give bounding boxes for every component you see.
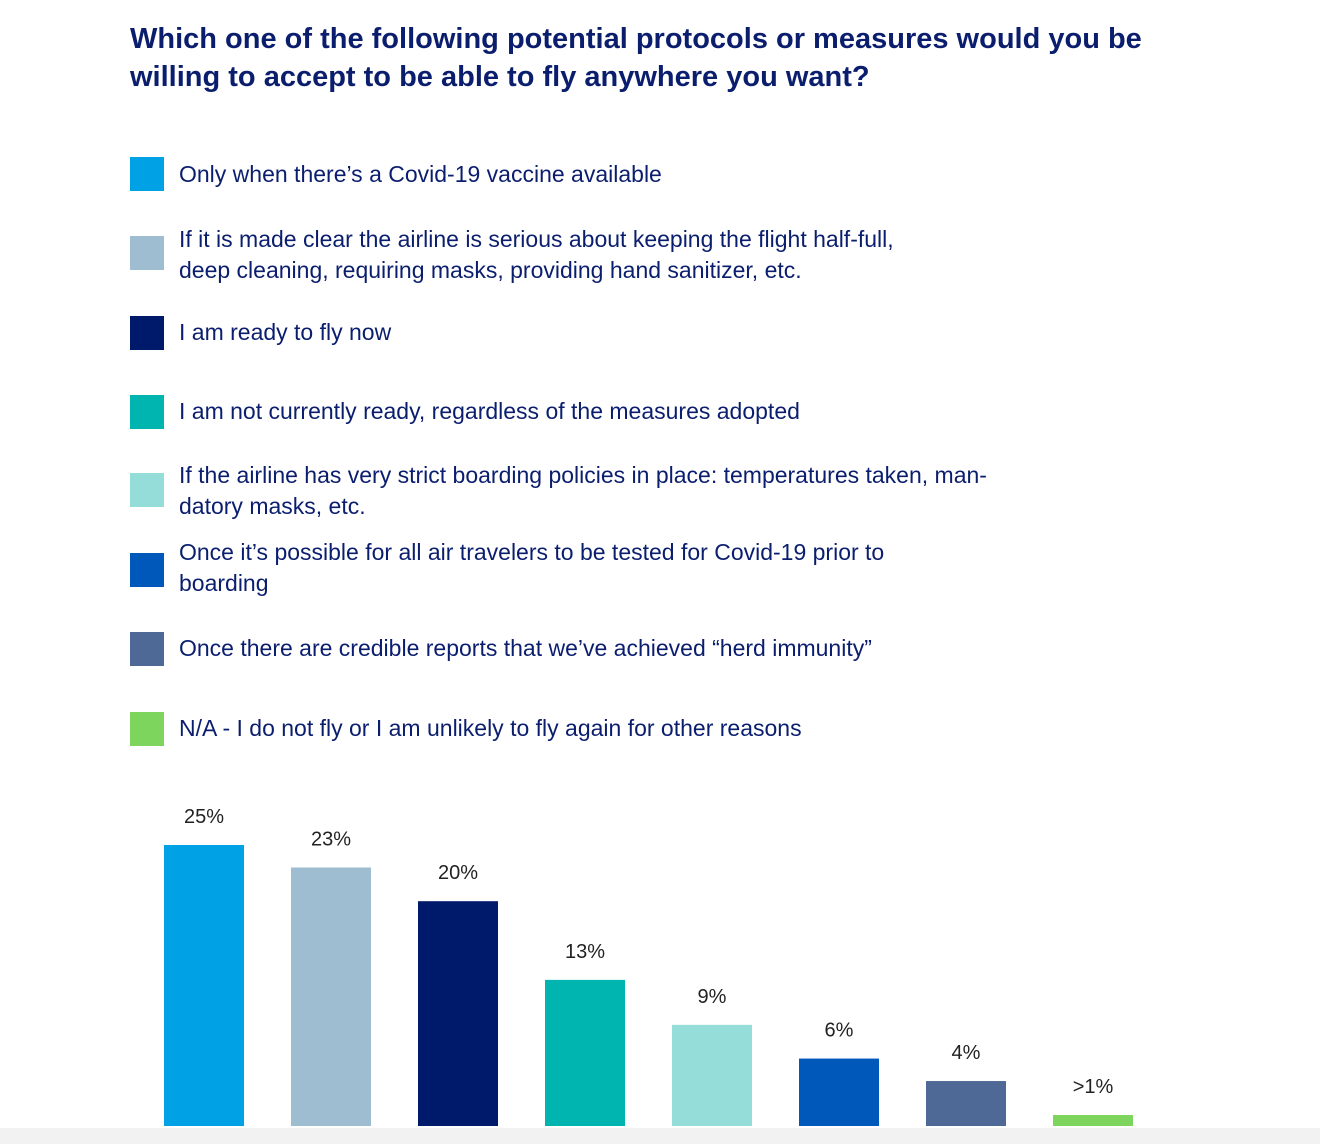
bar <box>291 867 371 1126</box>
legend-label: Once it’s possible for all air travelers… <box>179 537 1119 599</box>
bar-value-label: 13% <box>565 941 605 963</box>
legend-label-line: I am not currently ready, regardless of … <box>179 398 800 424</box>
bar <box>1053 1115 1133 1126</box>
page-bottom-strip <box>0 1128 1320 1144</box>
bar <box>545 979 625 1126</box>
legend-label-line: Once there are credible reports that we’… <box>179 635 872 661</box>
legend-label: I am ready to fly now <box>179 317 1119 348</box>
legend-label: Only when there’s a Covid-19 vaccine ava… <box>179 159 1119 190</box>
chart-title: Which one of the following potential pro… <box>130 23 1142 93</box>
legend-swatch <box>130 473 164 507</box>
legend-label: I am not currently ready, regardless of … <box>179 396 1119 427</box>
bar-value-label: 23% <box>311 828 351 850</box>
legend-label-line: deep cleaning, requiring masks, providin… <box>179 257 802 283</box>
bar <box>672 1024 752 1126</box>
legend-label-line: If it is made clear the airline is serio… <box>179 226 894 252</box>
legend-label-line: I am ready to fly now <box>179 319 392 345</box>
bar <box>799 1058 879 1126</box>
legend-label-line: Once it’s possible for all air travelers… <box>179 539 885 565</box>
legend-swatch <box>130 395 164 429</box>
legend-label-line: Only when there’s a Covid-19 vaccine ava… <box>179 161 662 187</box>
bar <box>926 1081 1006 1126</box>
bar-value-label: 9% <box>698 986 727 1008</box>
legend-label-line: boarding <box>179 570 269 596</box>
bar-value-label: 4% <box>952 1042 981 1064</box>
legend-swatch <box>130 316 164 350</box>
legend-swatch <box>130 157 164 191</box>
legend-swatch <box>130 632 164 666</box>
legend-label: N/A - I do not fly or I am unlikely to f… <box>179 713 1119 744</box>
bar-value-label: >1% <box>1073 1076 1114 1098</box>
legend-label-line: datory masks, etc. <box>179 493 366 519</box>
bar-value-label: 20% <box>438 862 478 884</box>
bar <box>164 845 244 1126</box>
bar-value-label: 6% <box>825 1020 854 1042</box>
legend-label: Once there are credible reports that we’… <box>179 633 1119 664</box>
bar-value-label: 25% <box>184 806 224 828</box>
legend-swatch <box>130 553 164 587</box>
bar <box>418 901 498 1126</box>
legend-label: If the airline has very strict boarding … <box>179 460 1119 522</box>
legend-swatch <box>130 236 164 270</box>
legend-label-line: N/A - I do not fly or I am unlikely to f… <box>179 715 802 741</box>
legend-swatch <box>130 712 164 746</box>
legend-label-line: If the airline has very strict boarding … <box>179 462 987 488</box>
legend-label: If it is made clear the airline is serio… <box>179 224 1119 286</box>
